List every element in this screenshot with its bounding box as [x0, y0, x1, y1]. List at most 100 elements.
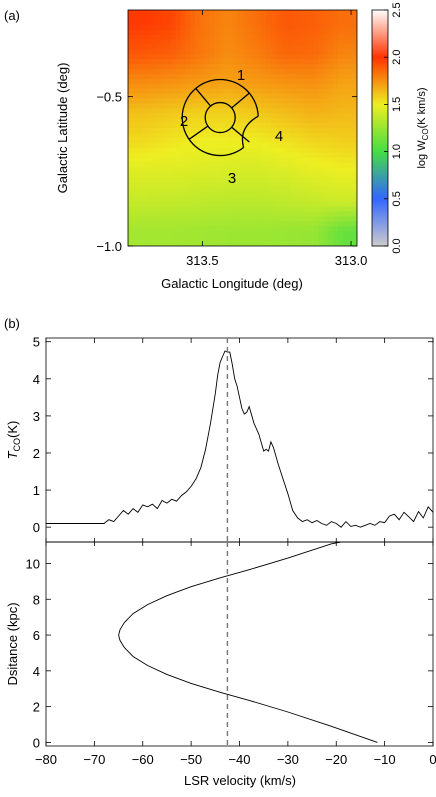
heatmap-cell — [190, 98, 196, 105]
heatmap-cell — [151, 118, 158, 124]
heatmap-cell — [333, 167, 339, 173]
heatmap-cell — [151, 241, 158, 246]
colorbar-swatch — [372, 128, 388, 131]
heatmap-cell — [170, 172, 177, 178]
heatmap-cell — [309, 29, 315, 36]
heatmap-cell — [347, 211, 353, 218]
heatmap-cell — [213, 128, 220, 134]
heatmap-cell — [180, 142, 186, 149]
heatmap-cell — [314, 113, 320, 119]
heatmap-cell — [170, 19, 177, 26]
heatmap-cell — [252, 167, 258, 173]
heatmap-cell — [337, 78, 344, 85]
heatmap-cell — [237, 162, 244, 168]
heatmap-cell — [204, 44, 210, 50]
heatmap-cell — [275, 118, 282, 124]
heatmap-cell — [223, 10, 229, 16]
heatmap-cell — [209, 128, 215, 134]
heatmap-cell — [194, 93, 201, 100]
heatmap-cell — [190, 73, 196, 80]
heatmap-cell — [323, 172, 329, 178]
heatmap-cell — [156, 54, 162, 60]
heatmap-cell — [128, 24, 134, 31]
heatmap-cell — [261, 14, 267, 21]
heatmap-cell — [137, 187, 143, 193]
heatmap-cell — [204, 34, 210, 41]
heatmap-cell — [275, 177, 282, 183]
heatmap-cell — [275, 137, 282, 144]
heatmap-cell — [247, 123, 253, 129]
heatmap-cell — [294, 211, 301, 218]
heatmap-cell — [333, 103, 339, 109]
heatmap-cell — [342, 231, 349, 237]
colorbar-swatch — [372, 161, 388, 164]
heatmap-cell — [237, 123, 244, 129]
heatmap-cell — [237, 191, 244, 198]
heatmap-cell — [352, 201, 357, 208]
heatmap-cell — [199, 88, 205, 95]
heatmap-cell — [342, 182, 349, 188]
heatmap-cell — [333, 98, 339, 105]
x-tick-label: −80 — [35, 752, 57, 767]
heatmap-cell — [342, 49, 349, 55]
heatmap-cell — [170, 206, 177, 213]
heatmap-cell — [323, 103, 329, 109]
colorbar-swatch — [372, 228, 388, 231]
heatmap-cell — [275, 157, 282, 164]
heatmap-cell — [170, 59, 177, 65]
heatmap-cell — [161, 241, 167, 246]
heatmap-cell — [199, 44, 205, 50]
heatmap-cell — [252, 19, 258, 26]
heatmap-cell — [290, 196, 296, 203]
heatmap-cell — [166, 191, 172, 198]
heatmap-cell — [142, 157, 148, 164]
heatmap-cell — [180, 34, 186, 41]
heatmap-cell — [352, 182, 357, 188]
heatmap-cell — [280, 211, 287, 218]
heatmap-cell — [190, 187, 196, 193]
heatmap-cell — [185, 49, 191, 55]
heatmap-cell — [290, 113, 296, 119]
heatmap-cell — [304, 113, 310, 119]
heatmap-cell — [294, 39, 301, 46]
heatmap-cell — [304, 231, 310, 237]
heatmap-cell — [256, 211, 263, 218]
heatmap-cell — [132, 221, 139, 227]
heatmap-cell — [318, 78, 325, 85]
heatmap-cell — [218, 108, 225, 114]
colorbar-swatch — [372, 118, 388, 121]
heatmap-cell — [342, 108, 349, 114]
heatmap-cell — [170, 78, 177, 85]
colorbar-swatch — [372, 69, 388, 72]
heatmap-cell — [271, 64, 277, 70]
heatmap-cell — [194, 98, 201, 105]
heatmap-cell — [175, 187, 182, 193]
heatmap-cell — [218, 226, 225, 232]
heatmap-cell — [314, 78, 320, 85]
heatmap-cell — [347, 113, 353, 119]
heatmap-cell — [242, 191, 248, 198]
heatmap-cell — [352, 49, 357, 55]
heatmap-cell — [304, 108, 310, 114]
heatmap-cell — [337, 98, 344, 105]
heatmap-cell — [290, 191, 296, 198]
heatmap-cell — [151, 98, 158, 105]
colorbar-swatch — [372, 94, 388, 98]
heatmap-cell — [137, 19, 143, 26]
heatmap-cell — [256, 10, 263, 16]
heatmap-cell — [275, 162, 282, 168]
colorbar-swatch — [372, 124, 388, 127]
heatmap-cell — [199, 123, 205, 129]
heatmap-cell — [132, 152, 139, 159]
heatmap-cell — [299, 59, 306, 65]
heatmap-cell — [242, 201, 248, 208]
x-tick-label: 0 — [429, 752, 436, 767]
heatmap-cell — [204, 29, 210, 36]
heatmap-cell — [266, 147, 272, 154]
heatmap-cell — [232, 64, 239, 70]
heatmap-cell — [204, 216, 210, 223]
heatmap-cell — [180, 29, 186, 36]
heatmap-cell — [280, 236, 287, 242]
heatmap-cell — [347, 236, 353, 242]
heatmap-cell — [352, 83, 357, 90]
